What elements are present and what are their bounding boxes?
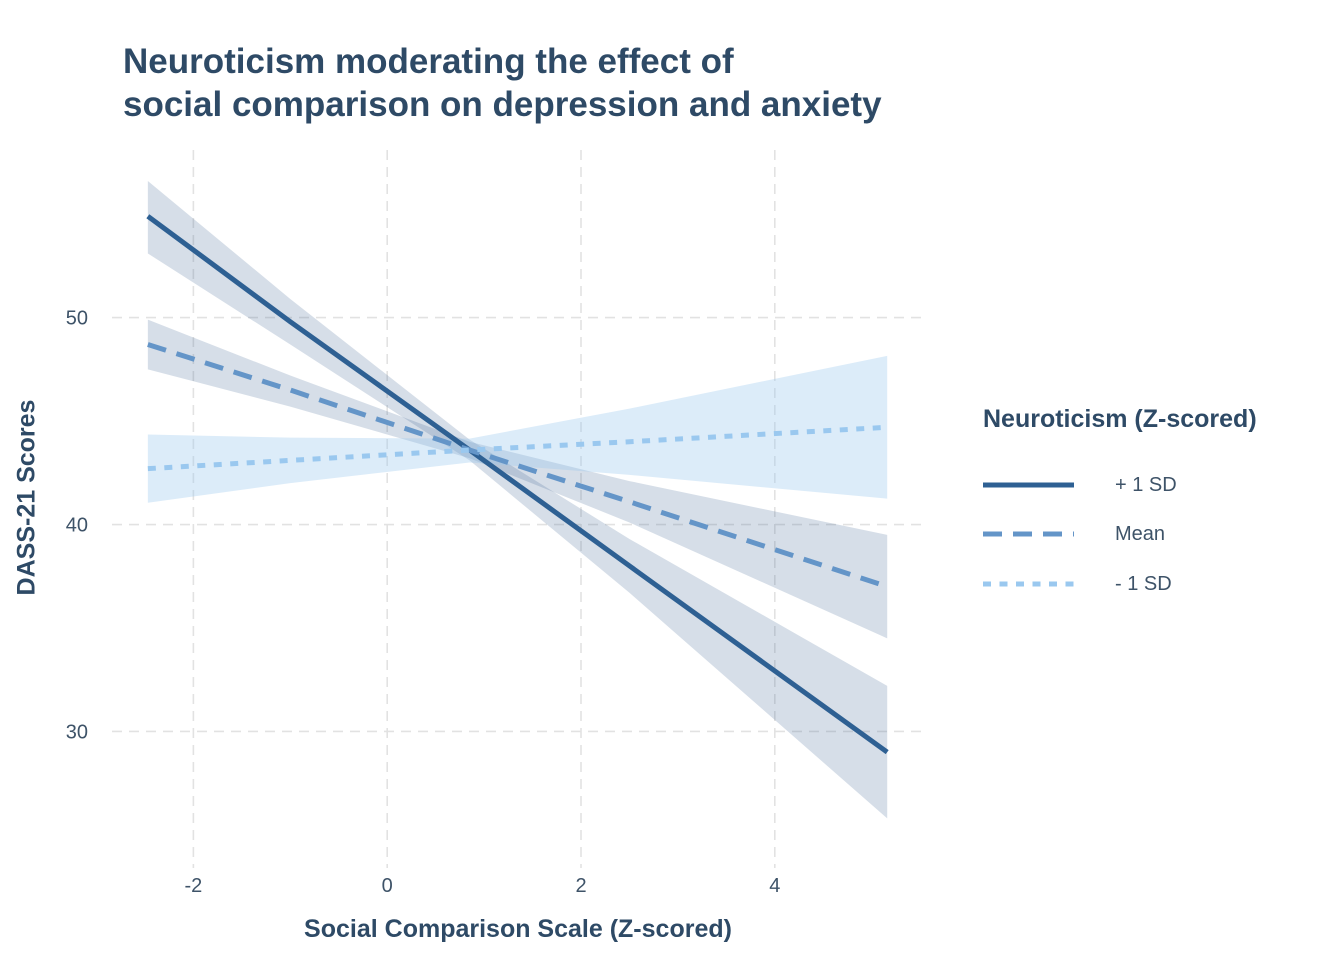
legend-item-minus1sd: - 1 SD	[983, 572, 1172, 596]
confidence-ribbon	[147, 355, 888, 503]
chart-title-line1: Neuroticism moderating the effect of	[123, 42, 734, 81]
gridlines	[112, 150, 925, 868]
legend-item-label: Mean	[1115, 522, 1166, 545]
confidence-ribbons	[147, 181, 888, 819]
regression-lines	[146, 214, 889, 755]
x-tick-label: 2	[575, 875, 586, 897]
legend: Neuroticism (Z-scored) + 1 SD Mean - 1 S…	[983, 405, 1323, 595]
y-tick-label: 40	[66, 515, 88, 537]
legend-item-label: - 1 SD	[1115, 572, 1172, 595]
y-tick-label: 30	[66, 721, 88, 743]
legend-item-plus1sd: + 1 SD	[983, 473, 1177, 497]
confidence-ribbon	[147, 181, 888, 819]
x-axis-title: Social Comparison Scale (Z-scored)	[304, 915, 732, 943]
legend-item-label: + 1 SD	[1115, 473, 1177, 496]
y-axis-title: DASS-21 Scores	[12, 399, 41, 596]
axis-tick-labels: -2 0 2 4 30 40 50	[66, 308, 781, 897]
chart-title-line2: social comparison on depression and anxi…	[123, 85, 882, 124]
y-tick-label: 50	[66, 308, 88, 330]
legend-key-dashed-line	[983, 531, 1074, 537]
series-line	[147, 424, 888, 472]
legend-key-dotted-line	[983, 581, 1074, 587]
x-tick-label: 4	[769, 875, 780, 897]
legend-item-mean: Mean	[983, 522, 1165, 546]
x-tick-label: -2	[184, 875, 202, 897]
confidence-ribbon	[147, 319, 888, 639]
legend-title: Neuroticism (Z-scored)	[983, 405, 1257, 433]
x-tick-label: 0	[382, 875, 393, 897]
legend-key-solid-line	[983, 482, 1074, 488]
series-line	[147, 342, 888, 589]
chart-title: Neuroticism moderating the effect of soc…	[123, 40, 1023, 126]
